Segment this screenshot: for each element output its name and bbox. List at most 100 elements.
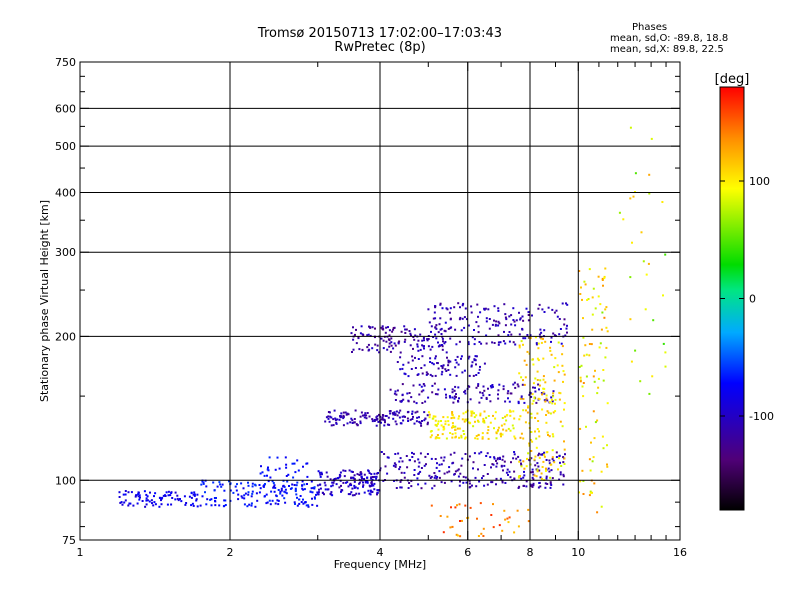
data-point — [436, 476, 439, 478]
data-point — [434, 415, 437, 418]
data-point — [488, 318, 491, 320]
data-point — [602, 447, 605, 450]
data-point — [496, 462, 499, 465]
data-point — [510, 314, 513, 317]
data-point — [523, 470, 525, 473]
data-point — [411, 355, 414, 358]
data-point — [437, 345, 440, 348]
data-point — [469, 485, 472, 488]
data-point — [439, 328, 442, 331]
data-point — [330, 424, 333, 427]
data-point — [510, 461, 512, 464]
data-point — [593, 380, 596, 383]
data-point — [512, 341, 515, 344]
data-point — [497, 389, 500, 392]
data-point — [497, 393, 499, 396]
data-point — [418, 393, 421, 396]
data-point — [551, 402, 554, 405]
data-point — [522, 343, 524, 346]
data-point — [531, 485, 534, 488]
data-point — [491, 481, 494, 484]
data-point — [549, 346, 552, 349]
data-point — [154, 503, 157, 506]
data-point — [518, 418, 521, 421]
data-point — [589, 491, 592, 494]
data-point — [535, 446, 538, 449]
data-point — [477, 468, 479, 471]
data-point — [151, 502, 153, 505]
data-point — [538, 388, 540, 391]
data-point — [477, 331, 480, 334]
data-point — [243, 497, 246, 500]
data-point — [582, 382, 585, 384]
data-point — [449, 396, 452, 399]
data-point — [456, 427, 459, 430]
data-point — [456, 504, 458, 507]
data-point — [385, 326, 388, 329]
data-point — [537, 347, 540, 350]
data-point — [333, 409, 336, 412]
data-point — [437, 388, 440, 391]
data-point — [508, 400, 511, 403]
data-point — [434, 326, 437, 329]
data-point — [514, 437, 517, 440]
data-point — [309, 490, 312, 493]
data-point — [449, 453, 452, 456]
data-point — [476, 303, 479, 306]
data-point — [478, 452, 481, 455]
data-point — [451, 411, 454, 413]
data-point — [352, 326, 354, 329]
data-point — [509, 429, 512, 432]
data-point — [481, 436, 484, 439]
phase-stats-o: mean, sd,O: -89.8, 18.8 — [610, 33, 729, 44]
data-point — [526, 350, 529, 353]
data-point — [550, 336, 553, 339]
data-point — [547, 411, 550, 414]
data-point — [210, 504, 213, 507]
data-point — [223, 489, 226, 492]
data-point — [543, 387, 546, 390]
data-point — [559, 473, 562, 476]
data-point — [422, 337, 425, 339]
data-point — [578, 366, 581, 368]
data-point — [594, 421, 597, 424]
data-point — [542, 357, 545, 360]
data-point — [422, 345, 425, 348]
data-point — [547, 434, 549, 436]
data-point — [524, 337, 527, 340]
data-point — [376, 344, 379, 347]
data-point — [450, 417, 453, 420]
data-point — [522, 337, 525, 340]
data-point — [558, 318, 561, 320]
data-point — [522, 409, 525, 412]
data-point — [549, 482, 552, 485]
data-point — [413, 469, 416, 471]
data-point — [224, 499, 227, 502]
data-point — [220, 485, 223, 488]
data-point — [425, 463, 427, 466]
data-point — [424, 417, 427, 420]
data-point — [552, 390, 555, 393]
data-point — [457, 475, 460, 478]
data-point — [371, 326, 374, 329]
data-point — [373, 475, 376, 478]
data-point — [427, 338, 430, 340]
data-point — [517, 402, 520, 405]
data-point — [462, 475, 465, 478]
data-point — [441, 365, 444, 368]
data-point — [443, 481, 446, 484]
data-point — [352, 476, 354, 479]
data-point — [495, 465, 498, 468]
data-point — [371, 490, 374, 493]
data-point — [388, 342, 391, 345]
data-point — [442, 425, 445, 428]
data-point — [407, 487, 410, 489]
data-point — [430, 504, 433, 507]
data-point — [164, 495, 167, 497]
data-point — [600, 505, 603, 508]
data-point — [453, 306, 456, 309]
data-point — [371, 483, 373, 486]
data-point — [470, 410, 473, 413]
data-point — [213, 497, 216, 499]
data-point — [436, 436, 439, 439]
